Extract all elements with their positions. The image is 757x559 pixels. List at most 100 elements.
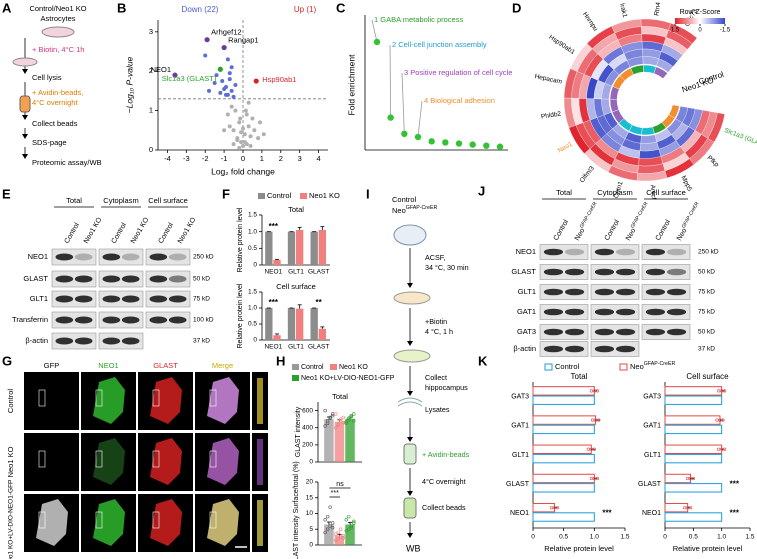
band (594, 328, 615, 336)
band (543, 288, 564, 296)
legend-tick-label: 0 (698, 28, 702, 34)
point (330, 414, 335, 418)
step: Collect (425, 373, 447, 382)
lane-label: Control (158, 221, 176, 244)
point (691, 476, 696, 481)
y-tick-label: GAT3 (643, 393, 661, 400)
point (323, 530, 327, 535)
panel-letter: J (478, 183, 485, 198)
go-term: 1 GABA metabolic process (374, 15, 463, 24)
leader (417, 100, 423, 138)
point (721, 418, 725, 422)
kd-label: 250 kD (193, 254, 214, 261)
point (330, 525, 335, 530)
band (102, 295, 121, 303)
point (323, 518, 327, 522)
point (483, 142, 490, 149)
point (323, 424, 327, 428)
gene-label: Arhgef12 (211, 28, 241, 37)
bar (532, 502, 555, 513)
kd-label: 75 kD (698, 289, 715, 296)
bar (664, 415, 721, 425)
legend-label: Neo1 KO (309, 191, 340, 200)
band (74, 337, 93, 345)
dish (393, 291, 431, 305)
bar (664, 444, 723, 454)
y-tick-label: 0 (253, 262, 257, 269)
label-sup: GFAP-CreER (406, 205, 438, 211)
step: 4 °C, 1 h (425, 327, 453, 336)
point (207, 88, 211, 93)
point (344, 529, 348, 533)
blot-strip (51, 332, 97, 350)
gene-label: Rtn4 (653, 1, 662, 16)
band (74, 253, 93, 261)
point (237, 120, 242, 125)
row-label: GLT1 (518, 287, 536, 296)
roi-box (152, 389, 160, 407)
band (168, 275, 187, 283)
point (586, 447, 590, 451)
y-tick-label: GAT1 (643, 423, 661, 430)
point (241, 126, 245, 131)
go-term: 4 Biological adhesion (424, 96, 495, 105)
point (592, 389, 596, 393)
step: + Avidin-beads (422, 450, 470, 459)
band (594, 268, 615, 276)
point (328, 505, 332, 509)
step: Lysates (425, 405, 450, 414)
point (349, 525, 353, 530)
panel-letter: D (512, 0, 521, 15)
cell (93, 377, 125, 424)
point (243, 108, 248, 113)
band (55, 316, 74, 324)
lane-label: Neo1 KO (177, 216, 198, 245)
bar (532, 424, 595, 435)
group-label: NeoGFAP-CreER (392, 205, 437, 215)
y-tick-label: 1.5 (248, 212, 257, 219)
cell (36, 499, 68, 546)
y-tick-label: GAT1 (511, 423, 529, 430)
point (328, 524, 332, 528)
gene-label: Slc1a3 (GLAST) (723, 127, 757, 150)
point (715, 418, 719, 422)
band (168, 316, 187, 324)
x-tick-label: -3 (183, 154, 190, 163)
column-header: Total (556, 188, 572, 197)
bar (296, 230, 304, 265)
arrow-head (407, 341, 413, 346)
row-label: NEO1 (516, 247, 536, 256)
point (442, 139, 449, 146)
point (469, 141, 476, 148)
point (589, 389, 593, 393)
column-header: Cell surface (148, 196, 188, 205)
bar (318, 328, 327, 340)
band (149, 275, 168, 283)
labeled-point (217, 66, 223, 72)
x-tick-label: 3 (298, 154, 302, 163)
legend-swatch (258, 193, 265, 199)
point (330, 521, 335, 525)
gene-label: Hnrnpu (581, 11, 599, 33)
bar (532, 415, 597, 425)
point (688, 476, 693, 481)
legend-label: Neo1 KO (339, 364, 368, 371)
point (596, 418, 601, 422)
roi-box (95, 511, 103, 529)
blot-strip (51, 290, 97, 308)
panel-letter: G (2, 353, 12, 368)
point (334, 538, 338, 542)
kd-label: 75 kD (193, 296, 210, 303)
step: Cell lysis (32, 73, 62, 82)
point (555, 506, 560, 510)
blot-strip (98, 248, 144, 266)
blot-strip (145, 311, 191, 329)
band (543, 308, 564, 316)
band (74, 295, 93, 303)
point (373, 38, 381, 46)
bar (318, 230, 327, 265)
chart-title: Cell surface (686, 372, 729, 381)
dish (12, 57, 38, 67)
label: Control/Neo1 KO (29, 4, 86, 13)
bar (287, 231, 296, 265)
